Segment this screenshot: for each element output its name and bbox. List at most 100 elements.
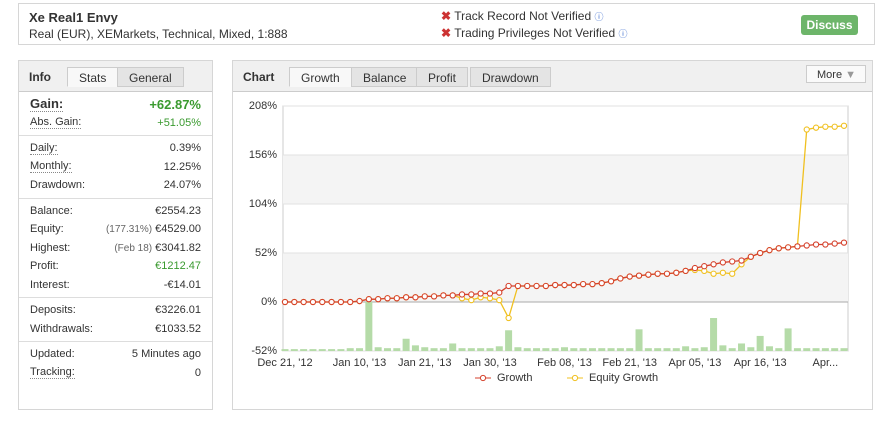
y-tick-label: 208% bbox=[249, 100, 277, 112]
daily-bar bbox=[607, 348, 615, 351]
tab[interactable]: Profit bbox=[416, 67, 469, 87]
y-tick-label: 0% bbox=[261, 296, 277, 308]
point bbox=[579, 280, 587, 288]
point bbox=[430, 293, 438, 300]
point bbox=[440, 292, 447, 299]
tab[interactable]: Drawdown bbox=[470, 67, 551, 87]
stat-value-wrap: 12.25% bbox=[164, 161, 201, 173]
daily-bar bbox=[831, 348, 839, 351]
point bbox=[682, 267, 689, 275]
point bbox=[803, 126, 810, 133]
stats-row: Balance: €2554.23 bbox=[19, 202, 212, 221]
point bbox=[281, 298, 289, 306]
point bbox=[300, 298, 307, 306]
point bbox=[822, 123, 829, 130]
daily-bar bbox=[402, 338, 410, 351]
stat-value: 5 Minutes ago bbox=[131, 348, 201, 361]
daily-bar bbox=[458, 348, 466, 351]
plot-area bbox=[282, 105, 849, 352]
tab[interactable]: Balance bbox=[351, 67, 419, 87]
point bbox=[775, 245, 782, 252]
point bbox=[757, 249, 764, 257]
legend-marker bbox=[571, 374, 579, 382]
stats-group: Deposits: €3226.01 Withdrawals: €1033.52 bbox=[19, 298, 212, 342]
stat-note: (177.31%) bbox=[105, 224, 153, 236]
point bbox=[421, 293, 428, 300]
daily-bar bbox=[840, 348, 848, 351]
daily-bar bbox=[383, 348, 391, 351]
daily-bar bbox=[439, 348, 447, 351]
warning-text: Track Record Not Verified bbox=[454, 9, 592, 23]
stats-row: Daily: 0.39% bbox=[19, 139, 212, 158]
more-button[interactable]: More ▼ bbox=[806, 65, 866, 83]
point bbox=[840, 122, 848, 129]
point bbox=[635, 272, 643, 279]
point bbox=[505, 282, 512, 290]
x-tick-label: Apr 05, '13 bbox=[669, 357, 722, 369]
daily-bar bbox=[719, 345, 727, 351]
daily-bar bbox=[738, 343, 746, 351]
chart: -52% 0% 52% 104% 156% 208% Dec 21, '12 Jan 10, … bbox=[249, 100, 849, 384]
point bbox=[496, 289, 503, 296]
point bbox=[449, 292, 456, 299]
stat-value: 24.07% bbox=[163, 179, 201, 192]
stat-label: Daily: bbox=[30, 141, 58, 155]
tab[interactable]: Stats bbox=[67, 67, 119, 87]
point bbox=[719, 259, 727, 266]
stats-row: Monthly: 12.25% bbox=[19, 158, 212, 177]
point bbox=[505, 314, 512, 322]
daily-bar bbox=[803, 348, 811, 351]
point bbox=[486, 290, 494, 297]
point bbox=[673, 269, 680, 276]
stats-row: Equity: (177.31%) €4529.00 bbox=[19, 220, 212, 239]
point bbox=[552, 281, 559, 289]
daily-bar bbox=[579, 348, 587, 351]
point bbox=[598, 280, 605, 287]
x-tick-label: Jan 21, '13 bbox=[398, 357, 451, 369]
stats-row: Highest: (Feb 18) €3041.82 bbox=[19, 239, 212, 258]
point bbox=[468, 296, 475, 304]
point bbox=[663, 270, 671, 277]
daily-bar bbox=[328, 349, 336, 351]
stat-label: Profit: bbox=[30, 260, 59, 273]
stat-note: (Feb 18) bbox=[114, 242, 153, 254]
point bbox=[729, 258, 736, 265]
daily-bar bbox=[374, 347, 382, 351]
daily-bar bbox=[663, 348, 671, 351]
stat-value-wrap: +62.87% bbox=[149, 97, 201, 112]
daily-bar bbox=[346, 348, 354, 351]
more-label: More bbox=[817, 69, 843, 81]
stat-value-wrap: (177.31%) €4529.00 bbox=[106, 223, 201, 235]
tab[interactable]: General bbox=[117, 67, 184, 87]
daily-bar bbox=[300, 349, 308, 351]
stat-value-wrap: -€14.01 bbox=[164, 279, 201, 291]
daily-bar bbox=[393, 348, 401, 351]
point bbox=[458, 291, 466, 298]
stat-value-wrap: (Feb 18) €3041.82 bbox=[114, 242, 201, 254]
daily-bar bbox=[449, 343, 457, 351]
point bbox=[812, 124, 820, 131]
stat-value-wrap: €2554.23 bbox=[155, 205, 201, 217]
x-tick-label: Jan 30, '13 bbox=[463, 357, 516, 369]
daily-bar bbox=[588, 348, 596, 351]
stat-value-wrap: 0.39% bbox=[170, 142, 201, 154]
info-panel: Info Stats General Gain: +62.87% Abs. Gain… bbox=[18, 60, 213, 410]
stat-value: 12.25% bbox=[163, 160, 201, 173]
daily-bar bbox=[710, 318, 718, 351]
tab[interactable]: Growth bbox=[289, 67, 352, 87]
discuss-button[interactable]: Discuss bbox=[801, 15, 858, 35]
stat-label: Updated: bbox=[30, 348, 75, 361]
stats-group: Gain: +62.87% Abs. Gain: +51.05% bbox=[19, 92, 212, 136]
stat-label: Drawdown: bbox=[30, 179, 86, 192]
point bbox=[337, 298, 345, 306]
daily-bar bbox=[672, 348, 680, 351]
daily-bar bbox=[542, 348, 550, 351]
stat-value: -€14.01 bbox=[163, 278, 201, 291]
warning-text: Trading Privileges Not Verified bbox=[454, 26, 616, 40]
stat-value: 0.39% bbox=[169, 142, 201, 155]
daily-bar bbox=[365, 302, 373, 351]
daily-bar bbox=[411, 345, 419, 351]
header: Xe Real1 Envy Real (EUR), XEMarkets, Tec… bbox=[18, 3, 875, 45]
legend-marker bbox=[479, 374, 487, 382]
